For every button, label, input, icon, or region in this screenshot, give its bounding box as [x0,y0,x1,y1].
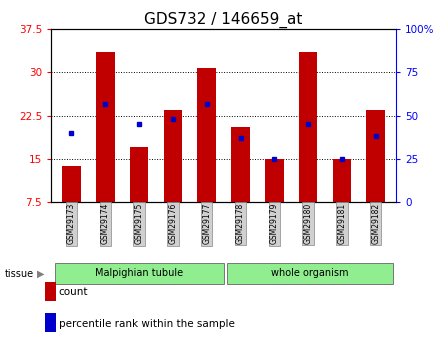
Text: GSM29174: GSM29174 [101,203,110,244]
Text: GSM29176: GSM29176 [168,203,178,244]
Text: GSM29178: GSM29178 [236,203,245,244]
Text: GSM29173: GSM29173 [67,203,76,244]
Text: percentile rank within the sample: percentile rank within the sample [59,319,235,328]
FancyBboxPatch shape [55,263,224,284]
Bar [130,147,148,202]
Text: tissue: tissue [4,269,33,278]
Text: whole organism: whole organism [271,268,348,278]
Text: Malpighian tubule: Malpighian tubule [95,268,183,278]
Text: ▶: ▶ [37,269,44,278]
Bar [333,159,351,202]
Bar [164,110,182,202]
Bar [198,68,216,202]
Text: GSM29181: GSM29181 [337,203,347,244]
Bar [367,110,385,202]
FancyBboxPatch shape [227,263,392,284]
Bar [231,127,250,202]
Bar [62,166,81,202]
Text: GSM29175: GSM29175 [134,203,144,244]
Text: GSM29180: GSM29180 [303,203,313,244]
Text: GSM29177: GSM29177 [202,203,211,244]
Title: GDS732 / 146659_at: GDS732 / 146659_at [145,12,303,28]
Bar [299,52,317,202]
Text: count: count [59,287,88,297]
Bar [96,52,114,202]
Text: GSM29179: GSM29179 [270,203,279,244]
Text: GSM29182: GSM29182 [371,203,380,244]
Bar [265,159,283,202]
